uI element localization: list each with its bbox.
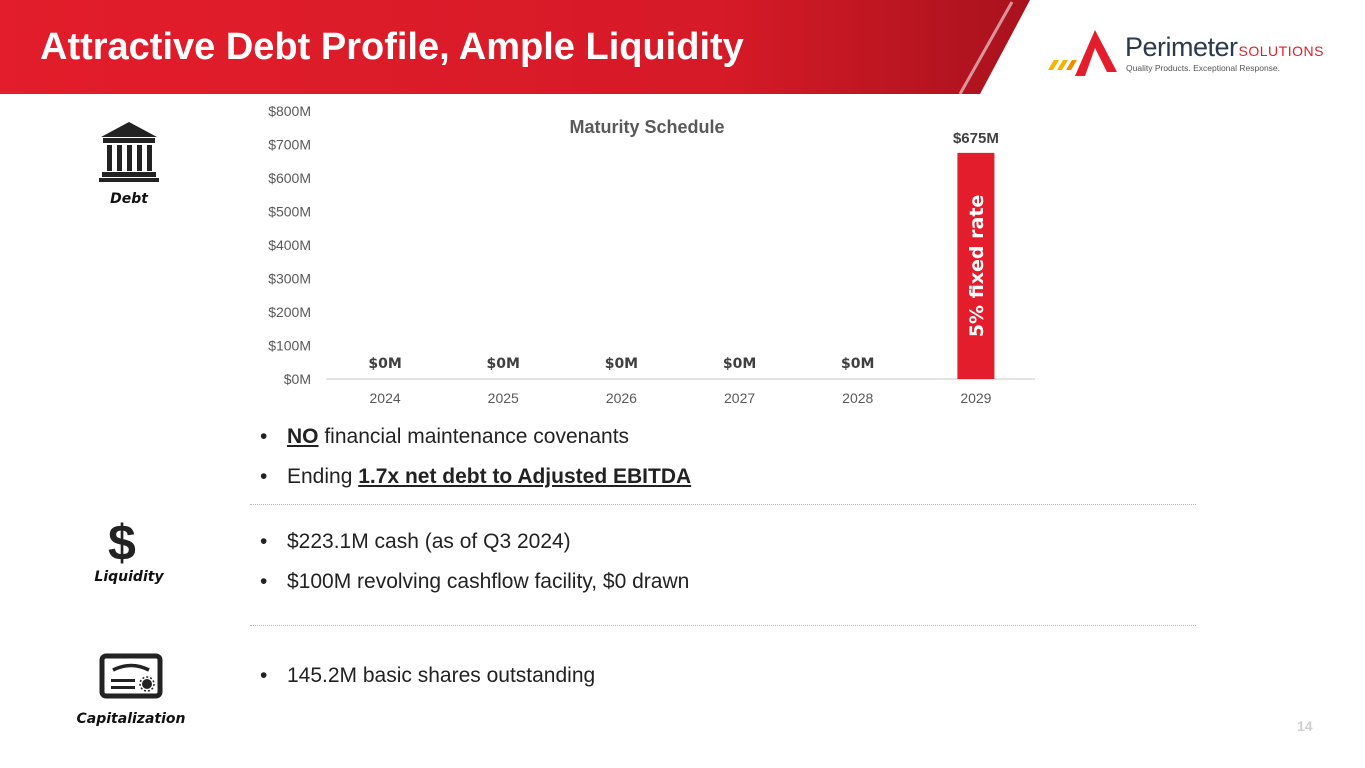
debt-bullet-leverage: Ending 1.7x net debt to Adjusted EBITDA [260, 465, 691, 505]
perimeter-logo-mark-icon [1048, 30, 1117, 76]
data-label: $0M [841, 356, 874, 372]
chart-canvas: Maturity Schedule $0M $100M $200M $300M $400… [268, 103, 1035, 406]
debt-bullet-1-post: financial maintenance covenants [318, 425, 630, 448]
header-red-shape [0, 0, 1030, 94]
data-label: $0M [368, 356, 401, 372]
header-background [0, 0, 1030, 95]
bar-annotation: 5% fixed rate [966, 195, 988, 337]
liquidity-label: Liquidity [94, 569, 164, 585]
y-tick-label: $100M [268, 338, 311, 354]
logo-name: Perimeter [1125, 32, 1238, 62]
bars-group: 5% fixed rate [957, 152, 995, 379]
logo-tagline: Quality Products. Exceptional Response. [1126, 63, 1281, 73]
page-number: 14 [1297, 718, 1313, 734]
debt-bullet-1-emphasis: NO [287, 425, 319, 448]
x-tick-label: 2027 [724, 390, 755, 406]
debt-bullet-2-emphasis: 1.7x net debt to Adjusted EBITDA [358, 465, 692, 488]
stock-certificate-icon [99, 653, 163, 699]
dollar-icon: $ [108, 515, 136, 571]
debt-bullets: NO financial maintenance covenants Endin… [260, 425, 691, 505]
liquidity-bullet-cash: $223.1M cash (as of Q3 2024) [260, 530, 689, 570]
logo-suffix: SOLUTIONS [1238, 43, 1324, 59]
header-accent-line [958, 1, 1014, 95]
y-axis-ticks: $0M $100M $200M $300M $400M $500M $600M $700M $8… [268, 103, 311, 387]
capitalization-bullet-shares: 145.2M basic shares outstanding [260, 664, 595, 688]
section-divider [250, 625, 1196, 626]
y-tick-label: $0M [284, 371, 311, 387]
data-labels: $0M $0M $0M $0M $0M $675M [368, 130, 998, 372]
x-axis-labels: 2024 2025 2026 2027 2028 2029 [370, 390, 992, 406]
header-band: Attractive Debt Profile, Ample Liquidity… [0, 0, 1365, 100]
liquidity-bullets: $223.1M cash (as of Q3 2024) $100M revol… [260, 530, 689, 610]
x-tick-label: 2029 [960, 390, 991, 406]
y-tick-label: $500M [268, 204, 311, 220]
data-label: $0M [487, 356, 520, 372]
y-tick-label: $300M [268, 271, 311, 287]
liquidity-bullet-revolver: $100M revolving cashflow facility, $0 dr… [260, 570, 689, 610]
y-tick-label: $600M [268, 170, 311, 186]
bank-icon [99, 122, 159, 182]
y-tick-label: $800M [268, 103, 311, 119]
data-label: $675M [953, 130, 999, 147]
x-tick-label: 2025 [488, 390, 519, 406]
debt-label: Debt [110, 191, 148, 207]
data-label: $0M [723, 356, 756, 372]
debt-bullet-2-pre: Ending [287, 465, 359, 488]
maturity-schedule-chart: Maturity Schedule $0M $100M $200M $300M $400… [250, 100, 1050, 420]
chart-title: Maturity Schedule [569, 117, 724, 137]
data-label: $0M [605, 356, 638, 372]
y-tick-label: $200M [268, 304, 311, 320]
y-tick-label: $700M [268, 137, 311, 153]
x-tick-label: 2028 [842, 390, 873, 406]
x-tick-label: 2024 [370, 390, 401, 406]
x-tick-label: 2026 [606, 390, 637, 406]
logo-wordmark: PerimeterSOLUTIONS [1125, 32, 1324, 63]
capitalization-label: Capitalization [76, 711, 186, 727]
debt-bullet-covenants: NO financial maintenance covenants [260, 425, 691, 465]
capitalization-bullets: 145.2M basic shares outstanding [260, 664, 595, 688]
slide-title: Attractive Debt Profile, Ample Liquidity [40, 26, 744, 68]
section-divider [250, 504, 1196, 505]
bar [957, 152, 995, 379]
perimeter-logo: PerimeterSOLUTIONS Quality Products. Exc… [1045, 26, 1345, 82]
y-tick-label: $400M [268, 237, 311, 253]
